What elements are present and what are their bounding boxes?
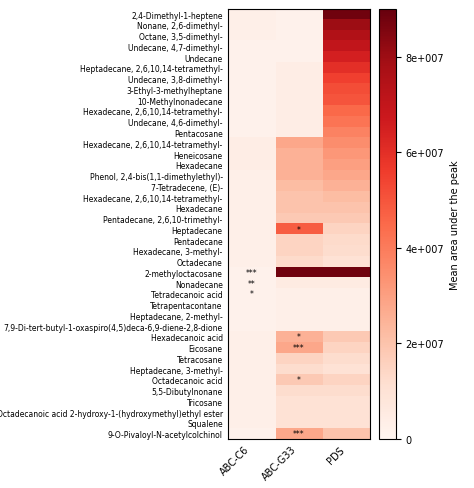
Text: ***: *** [293, 429, 304, 438]
Text: ***: *** [246, 268, 257, 277]
Text: *: * [297, 376, 301, 385]
Text: *: * [249, 290, 253, 299]
Text: *: * [297, 333, 301, 342]
Text: ***: *** [293, 344, 304, 352]
Y-axis label: Mean area under the peak: Mean area under the peak [450, 160, 460, 289]
Text: **: ** [247, 279, 255, 288]
Text: *: * [297, 225, 301, 234]
